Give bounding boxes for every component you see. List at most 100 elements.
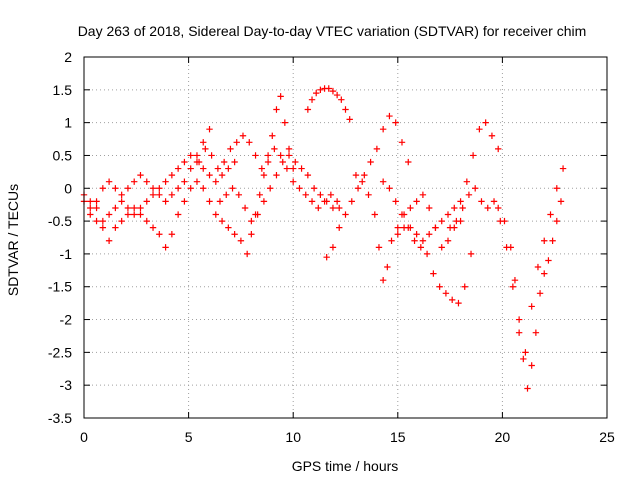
data-point [87, 211, 94, 218]
data-point [461, 283, 468, 290]
data-point [476, 126, 483, 133]
data-point [386, 185, 393, 192]
data-point [212, 211, 219, 218]
data-point [168, 231, 176, 238]
data-point [181, 158, 188, 166]
data-point [367, 158, 374, 166]
data-point [260, 171, 268, 179]
data-point [411, 237, 418, 244]
data-point [200, 165, 207, 172]
data-point [218, 217, 226, 225]
data-point [149, 185, 157, 192]
data-point [273, 171, 280, 179]
x-tick-label: 15 [390, 429, 406, 445]
data-point [304, 106, 312, 113]
series-3 [87, 152, 238, 225]
data-point [279, 158, 286, 166]
data-point [484, 204, 491, 212]
data-point [379, 178, 387, 185]
data-point [327, 191, 335, 199]
data-point [559, 165, 567, 172]
data-point [124, 204, 132, 212]
data-point [162, 244, 169, 251]
data-point [463, 178, 471, 185]
data-point [137, 171, 144, 179]
data-point [105, 211, 113, 218]
series-7 [304, 85, 353, 123]
grid-lines [84, 57, 607, 418]
data-point [93, 198, 100, 205]
data-point [248, 217, 255, 225]
data-point [229, 185, 236, 192]
data-point [515, 316, 523, 323]
data-point [398, 139, 406, 146]
data-point [223, 191, 230, 199]
data-point [308, 198, 316, 205]
data-point [290, 178, 297, 185]
data-point [112, 224, 119, 231]
data-point [432, 224, 439, 231]
data-point [246, 139, 253, 146]
data-point [290, 165, 297, 172]
data-point [541, 270, 548, 277]
data-point [302, 191, 309, 199]
data-point [105, 237, 113, 244]
data-point [162, 198, 169, 205]
y-tick-label: 1 [64, 115, 72, 131]
data-point [419, 191, 427, 199]
data-point [225, 165, 232, 172]
x-tick-label: 10 [285, 429, 301, 445]
data-point [187, 165, 194, 172]
data-point [304, 171, 312, 179]
data-point [237, 237, 245, 244]
y-tick-label: -1 [60, 246, 73, 262]
series-10 [379, 178, 475, 307]
data-point [156, 191, 163, 199]
data-point [310, 185, 318, 192]
data-point [436, 283, 443, 290]
data-point [472, 185, 479, 192]
data-point [193, 152, 201, 159]
plot-area-data [80, 85, 567, 392]
data-point [342, 106, 349, 113]
data-point [522, 349, 529, 356]
data-point [338, 96, 345, 103]
data-point [438, 244, 445, 251]
data-point [490, 198, 498, 205]
data-point [336, 204, 343, 212]
y-tick-label: -1.5 [48, 279, 72, 295]
data-point [442, 290, 450, 297]
data-point [202, 145, 209, 153]
data-point [329, 87, 337, 95]
data-point [325, 85, 332, 92]
data-point [375, 244, 383, 251]
data-point [99, 224, 107, 231]
data-point [187, 185, 194, 192]
data-point [231, 158, 238, 166]
data-point [252, 211, 259, 218]
data-point [93, 217, 100, 225]
series-4 [195, 132, 341, 212]
data-point [214, 165, 222, 172]
data-point [536, 290, 544, 297]
data-point [227, 145, 234, 153]
data-point [392, 119, 399, 126]
data-point [200, 139, 207, 146]
data-point [388, 237, 395, 244]
data-point [342, 211, 349, 218]
data-point [557, 198, 565, 205]
data-point [168, 171, 176, 179]
data-point [206, 198, 213, 205]
data-point [459, 204, 466, 212]
data-point [283, 165, 291, 172]
data-point [243, 250, 251, 258]
series-6 [243, 93, 297, 258]
data-point [124, 185, 132, 192]
data-point [465, 191, 473, 199]
data-point [534, 263, 542, 271]
data-point [218, 171, 226, 179]
data-point [137, 204, 144, 212]
data-point [256, 191, 263, 199]
